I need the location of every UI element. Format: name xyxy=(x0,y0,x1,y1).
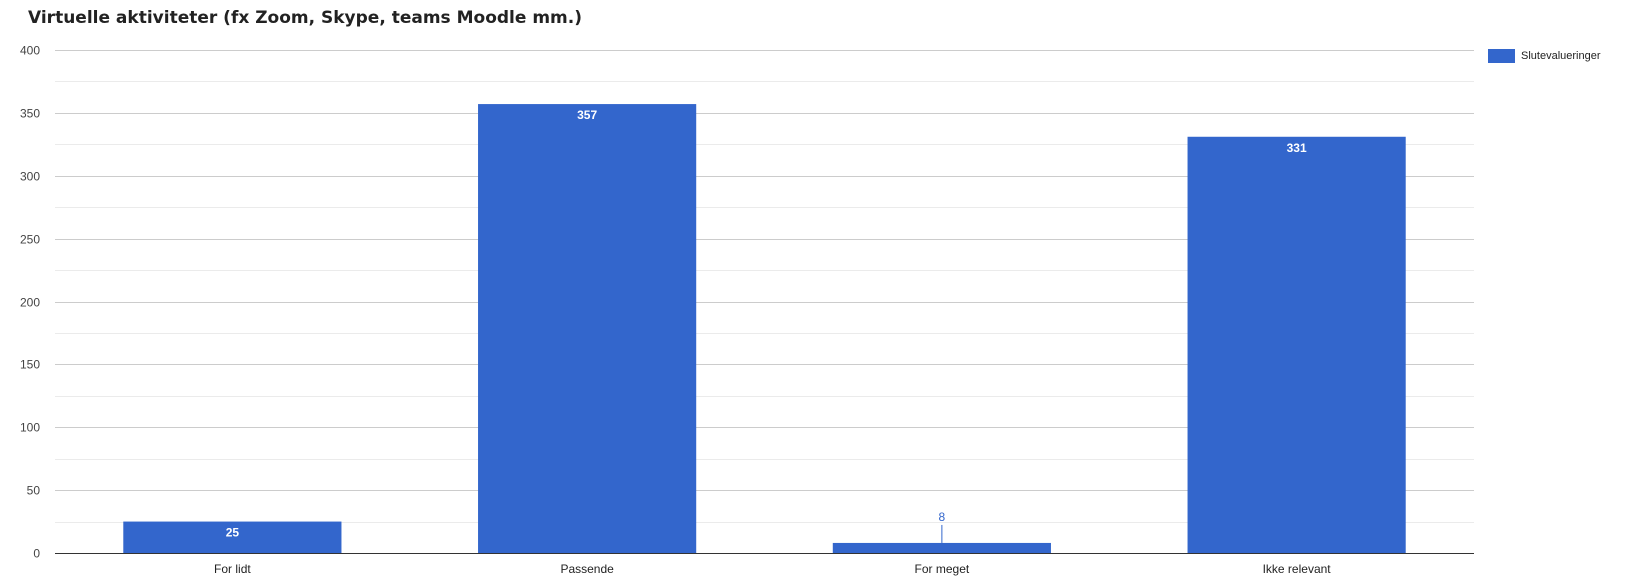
bar xyxy=(123,521,342,553)
x-category-label: For lidt xyxy=(214,562,251,576)
legend: Slutevalueringer xyxy=(1488,49,1601,63)
y-tick-label: 150 xyxy=(20,358,40,372)
bar xyxy=(1187,136,1406,553)
x-category-label: Ikke relevant xyxy=(1263,562,1332,576)
y-tick-label: 350 xyxy=(20,107,40,121)
bar xyxy=(832,542,1051,553)
data-label: 8 xyxy=(939,510,946,524)
data-label: 331 xyxy=(1287,141,1307,155)
x-category-label: Passende xyxy=(560,562,614,576)
y-tick-label: 300 xyxy=(20,170,40,184)
y-tick-label: 50 xyxy=(27,484,41,498)
data-label: 357 xyxy=(577,108,597,122)
legend-swatch xyxy=(1488,49,1515,63)
y-tick-label: 100 xyxy=(20,421,40,435)
y-tick-label: 250 xyxy=(20,233,40,247)
y-tick-label: 0 xyxy=(33,547,40,561)
y-tick-label: 400 xyxy=(20,44,40,58)
x-category-label: For meget xyxy=(915,562,970,576)
data-label: 25 xyxy=(226,526,240,540)
bar xyxy=(478,104,697,553)
legend-label: Slutevalueringer xyxy=(1521,50,1601,62)
chart-title: Virtuelle aktiviteter (fx Zoom, Skype, t… xyxy=(28,8,582,28)
y-tick-label: 200 xyxy=(20,296,40,310)
